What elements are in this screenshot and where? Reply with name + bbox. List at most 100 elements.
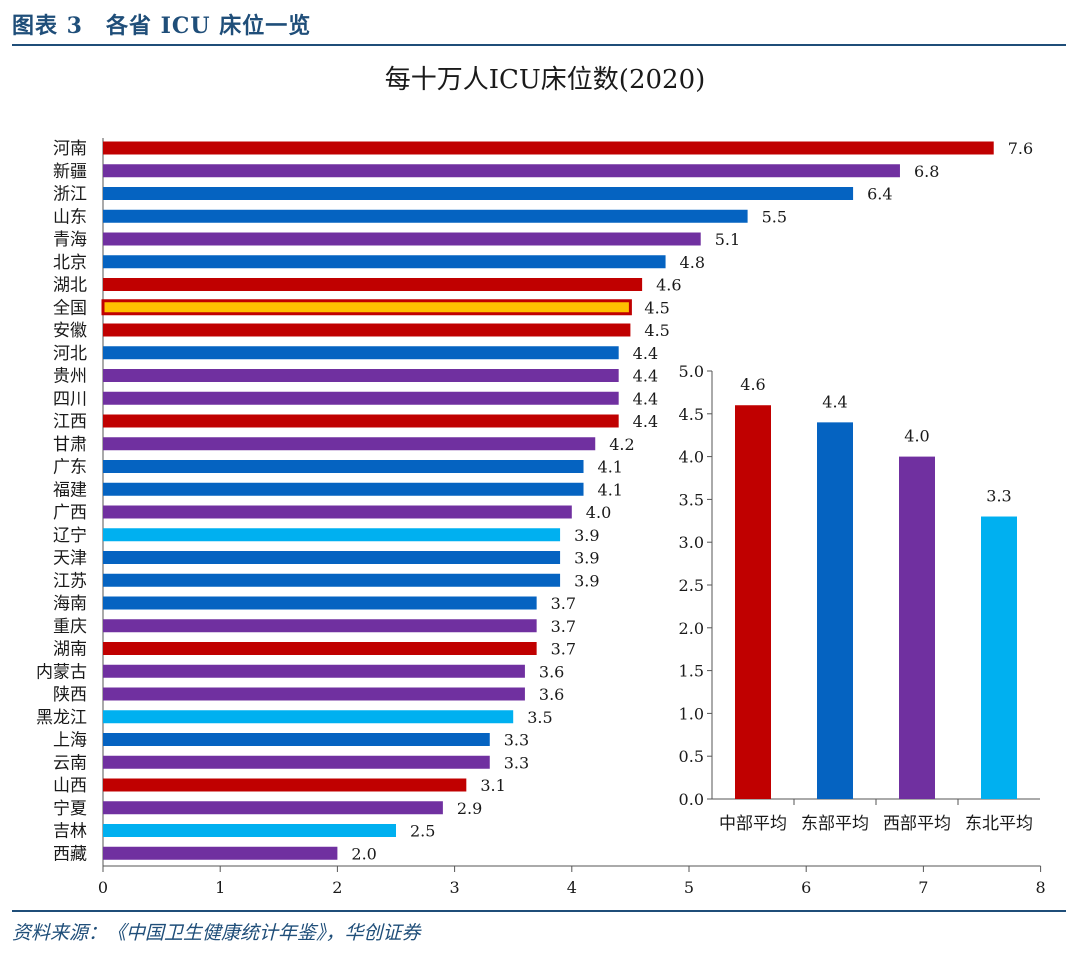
value-label: 4.4	[633, 389, 658, 408]
inset-y-tick-label: 4.0	[679, 448, 704, 467]
value-label: 4.0	[586, 503, 611, 522]
inset-y-tick-label: 2.5	[679, 576, 704, 595]
value-label: 4.4	[633, 412, 658, 431]
value-label: 4.2	[609, 435, 634, 454]
category-label: 海南	[53, 594, 87, 614]
category-label: 上海	[53, 731, 87, 751]
bar-central	[103, 141, 994, 155]
bar-west	[103, 369, 619, 382]
category-label: 浙江	[53, 185, 87, 205]
figure-label: 图表 3 各省 ICU 床位一览	[12, 13, 312, 39]
inset-y-tick-label: 0.5	[679, 747, 704, 766]
bar-northeast	[103, 824, 396, 837]
x-tick-label: 2	[332, 878, 342, 897]
bar-east	[103, 460, 584, 473]
bar-west	[103, 164, 900, 178]
category-label: 北京	[53, 253, 87, 273]
value-label: 7.6	[1008, 139, 1033, 158]
x-tick-label: 5	[684, 878, 694, 897]
bar-east	[103, 209, 748, 223]
value-label: 4.5	[644, 298, 669, 317]
bar-northeast	[103, 528, 561, 542]
inset-bar-east	[817, 422, 853, 799]
bar-west	[103, 687, 525, 701]
bar-central	[103, 323, 631, 337]
category-label: 西藏	[53, 844, 87, 864]
category-label: 云南	[53, 753, 87, 773]
bar-east	[103, 346, 619, 360]
value-label: 3.3	[504, 731, 529, 750]
inset-y-tick-label: 5.0	[679, 362, 704, 381]
x-tick-label: 0	[98, 878, 108, 897]
inset-category-label: 中部平均	[719, 814, 787, 834]
x-tick-label: 6	[801, 878, 811, 897]
category-label: 新疆	[53, 162, 87, 182]
value-label: 3.6	[539, 662, 564, 681]
bar-west	[103, 391, 619, 405]
category-label: 江苏	[53, 571, 87, 591]
category-label: 内蒙古	[36, 662, 87, 682]
category-label: 山东	[53, 207, 87, 227]
inset-category-label: 西部平均	[883, 814, 951, 834]
inset-category-label: 东部平均	[801, 814, 869, 834]
value-label: 3.7	[551, 594, 576, 613]
category-label: 重庆	[53, 617, 87, 637]
category-label: 湖南	[53, 640, 87, 660]
source-divider	[12, 910, 1066, 912]
inset-y-tick-label: 1.5	[679, 662, 704, 681]
inset-y-tick-label: 0.0	[679, 790, 704, 809]
inset-value-label: 4.6	[740, 375, 765, 394]
bar-west	[103, 801, 443, 815]
value-label: 6.8	[914, 162, 939, 181]
inset-value-label: 4.0	[904, 427, 929, 446]
region-average-chart: 0.0 0.5 1.0 1.5 2.0 2.5 3.0 3.5 4.0 4.5 5.0 4.6 中部平均…	[660, 356, 1052, 846]
bar-west	[103, 664, 525, 678]
x-tick-label: 7	[918, 878, 928, 897]
value-label: 2.0	[351, 844, 376, 863]
value-label: 3.9	[574, 571, 599, 590]
category-label: 福建	[53, 480, 87, 500]
inset-y-tick-label: 4.5	[679, 405, 704, 424]
bar-east	[103, 551, 561, 564]
category-label: 安徽	[53, 321, 87, 341]
inset-category-label: 东北平均	[965, 814, 1033, 834]
value-label: 4.6	[656, 276, 681, 295]
bar-northeast	[103, 710, 514, 724]
bar-east	[103, 255, 666, 269]
x-tick-label: 4	[567, 878, 577, 897]
bar-central	[103, 642, 537, 655]
value-label: 3.6	[539, 685, 564, 704]
category-label: 天津	[53, 549, 87, 569]
value-label: 3.5	[527, 708, 552, 727]
bar-west	[103, 846, 338, 860]
bar-central	[103, 778, 467, 792]
category-label: 广西	[53, 503, 87, 523]
category-label: 全国	[53, 298, 87, 318]
category-label: 青海	[53, 230, 87, 250]
value-label: 3.9	[574, 526, 599, 545]
category-label: 江西	[53, 412, 87, 432]
category-label: 山西	[53, 776, 87, 796]
category-label: 四川	[53, 389, 87, 409]
inset-bar-northeast	[981, 516, 1017, 799]
inset-bar-west	[899, 456, 935, 799]
bar-east	[103, 596, 537, 610]
value-label: 4.5	[644, 321, 669, 340]
value-label: 2.5	[410, 822, 435, 841]
value-label: 4.8	[680, 253, 705, 272]
x-tick-label: 8	[1036, 878, 1046, 897]
bar-west	[103, 232, 701, 246]
value-label: 4.4	[633, 367, 658, 386]
bar-east	[103, 573, 561, 587]
value-label: 3.1	[480, 776, 505, 795]
inset-y-tick-label: 2.0	[679, 619, 704, 638]
value-label: 4.4	[633, 344, 658, 363]
x-tick-label: 3	[450, 878, 460, 897]
category-label: 湖北	[53, 276, 87, 296]
bar-national	[101, 299, 632, 316]
category-label: 广东	[53, 458, 87, 478]
value-label: 3.3	[504, 753, 529, 772]
bar-central	[103, 414, 619, 428]
category-label: 黑龙江	[36, 708, 87, 728]
category-label: 吉林	[53, 822, 87, 842]
